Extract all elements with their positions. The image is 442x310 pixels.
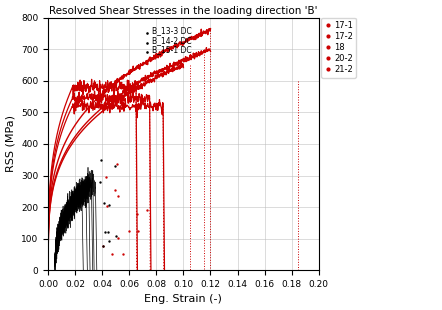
Point (103, 175, 110, 180)
Point (109, 251, 116, 256)
Point (143, 41, 150, 46)
Point (106, 203, 113, 208)
Point (111, 163, 118, 168)
Legend: 17-1, 17-2, 18, 20-2, 21-2: 17-1, 17-2, 18, 20-2, 21-2 (321, 18, 356, 78)
Point (114, 162, 121, 166)
Point (98, 158, 105, 163)
Point (114, 236, 122, 241)
Point (120, 251, 127, 256)
Point (101, 229, 108, 234)
Point (99, 244, 106, 249)
Point (111, 187, 118, 192)
Point (135, 229, 142, 234)
Point (103, 203, 110, 208)
Title: Resolved Shear Stresses in the loading direction 'B': Resolved Shear Stresses in the loading d… (49, 6, 318, 16)
Text: B_14-2 DC: B_14-2 DC (152, 37, 192, 46)
Point (114, 194, 121, 199)
Point (100, 243, 107, 248)
Point (100, 200, 107, 205)
Text: B_13-3 DC: B_13-3 DC (152, 26, 192, 36)
X-axis label: Eng. Strain (-): Eng. Strain (-) (145, 294, 222, 304)
Point (96, 179, 103, 184)
Point (106, 239, 113, 244)
Text: B_15-1 DC: B_15-1 DC (152, 46, 192, 55)
Point (144, 207, 151, 212)
Point (133, 212, 140, 217)
Point (143, 30, 150, 35)
Point (125, 229, 132, 234)
Point (112, 233, 119, 238)
Y-axis label: RSS (MPa): RSS (MPa) (6, 115, 15, 172)
Point (143, 49, 150, 54)
Point (104, 230, 111, 235)
